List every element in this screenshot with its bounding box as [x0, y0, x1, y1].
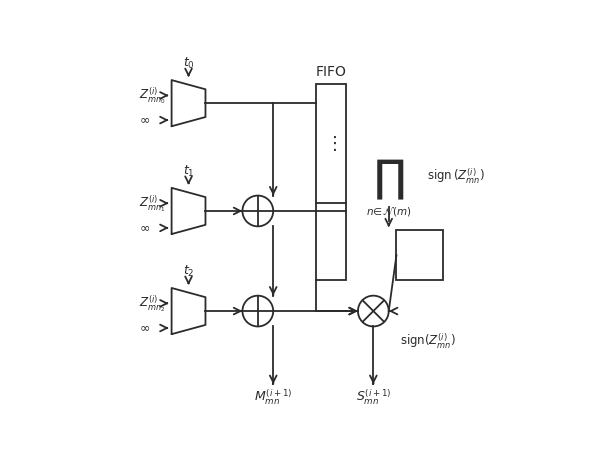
- Text: $Z_{mn_2}^{(i)}$: $Z_{mn_2}^{(i)}$: [139, 293, 166, 314]
- Bar: [315, 84, 346, 280]
- Text: $t_0$: $t_0$: [183, 56, 195, 71]
- Text: $\vdots$: $\vdots$: [325, 134, 337, 153]
- Bar: [396, 230, 443, 280]
- Text: $\infty$: $\infty$: [139, 321, 150, 335]
- Text: $Z_{mn_0}^{(i)}$: $Z_{mn_0}^{(i)}$: [139, 85, 166, 106]
- Text: $M_{mn}^{(i+1)}$: $M_{mn}^{(i+1)}$: [254, 387, 292, 407]
- Text: $\mathrm{sign}\,(Z_{mn}^{(i)})$: $\mathrm{sign}\,(Z_{mn}^{(i)})$: [428, 167, 485, 186]
- Text: $\infty$: $\infty$: [139, 221, 150, 234]
- Text: $\mathrm{sign}(Z_{mn}^{(i)})$: $\mathrm{sign}(Z_{mn}^{(i)})$: [400, 332, 456, 351]
- Text: $S_{mn}^{(i+1)}$: $S_{mn}^{(i+1)}$: [356, 387, 391, 407]
- Text: $\prod$: $\prod$: [373, 158, 405, 202]
- Text: $n\!\in\!\mathcal{N}(m)$: $n\!\in\!\mathcal{N}(m)$: [366, 205, 411, 218]
- Text: $t_1$: $t_1$: [183, 163, 194, 179]
- Text: $t_2$: $t_2$: [183, 264, 194, 279]
- Text: $\infty$: $\infty$: [139, 114, 150, 127]
- Text: FIFO: FIFO: [315, 65, 346, 79]
- Text: $Z_{mn_1}^{(i)}$: $Z_{mn_1}^{(i)}$: [139, 193, 166, 214]
